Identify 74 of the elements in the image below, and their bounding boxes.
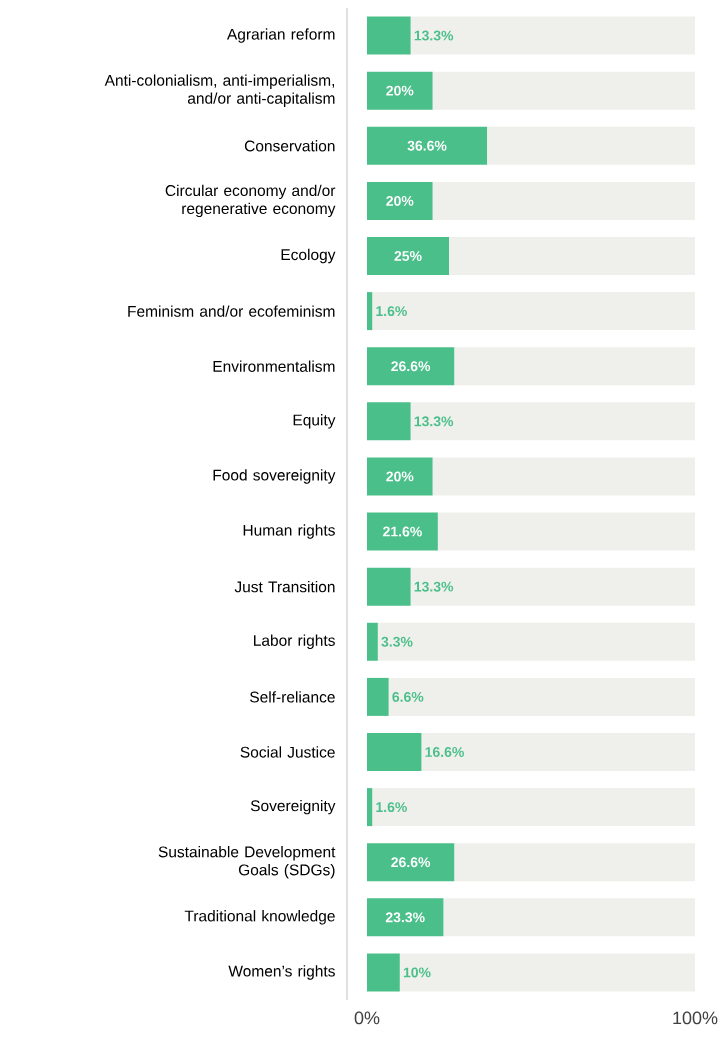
bar: [443, 898, 695, 937]
data-label: 13.3%: [414, 416, 453, 427]
bar: [432, 457, 695, 496]
data-label: 21.6%: [382, 526, 422, 537]
x-tick-label: 100%: [673, 1011, 718, 1025]
data-label: 3.3%: [381, 636, 413, 647]
bar: [454, 843, 695, 882]
x-tick-label: 0%: [354, 1011, 380, 1025]
bar: [377, 622, 695, 661]
y-tick-label: Environmentalism: [213, 360, 335, 372]
y-tick-label: Self-reliance: [249, 691, 335, 703]
bar: [366, 126, 487, 165]
y-tick-label: Women’s rights: [228, 965, 335, 980]
bar: [421, 733, 695, 771]
bar: [366, 16, 411, 55]
data-label: 6.6%: [392, 691, 424, 702]
bar: [437, 512, 695, 551]
bar: [366, 567, 411, 606]
bar: [366, 898, 444, 937]
bar: [366, 622, 378, 661]
data-label: 13.3%: [414, 30, 453, 41]
y-tick-label: Conservation: [244, 140, 335, 152]
data-label: 20%: [386, 195, 414, 206]
data-label: 20%: [386, 85, 414, 96]
y-tick-label: Sustainable Development Goals (SDGs): [158, 846, 336, 879]
data-label: 25%: [394, 251, 422, 261]
bar: [372, 788, 695, 827]
bar: [388, 677, 695, 716]
y-tick-label: Feminism and/or ecofeminism: [128, 305, 335, 317]
y-tick-label: Just Transition: [234, 580, 335, 593]
y-tick-label: Sovereignity: [250, 799, 336, 815]
data-label: 13.3%: [414, 581, 453, 592]
data-label: 26.6%: [391, 361, 430, 372]
bar: [366, 237, 449, 276]
bar: [399, 953, 695, 992]
y-tick-label: Agrarian reform: [226, 28, 335, 43]
bar: [454, 347, 695, 386]
y-tick-label: Circular economy and/or regenerative economy: [165, 184, 336, 218]
data-label: 20%: [386, 471, 414, 482]
bar: [410, 402, 695, 441]
bar: [410, 16, 695, 55]
y-tick-label: Anti-colonialism, anti-imperialism, and/or anti-capitalism: [104, 74, 335, 107]
bar: [410, 567, 695, 606]
data-label: 26.6%: [391, 857, 430, 868]
bar: [366, 457, 433, 496]
bar: [432, 181, 695, 220]
bar: [366, 677, 389, 716]
bar: [366, 512, 438, 551]
bar: [372, 292, 695, 331]
bar: [366, 788, 373, 827]
bar: [366, 181, 433, 220]
bar: [366, 347, 455, 386]
data-label: 1.6%: [376, 802, 407, 813]
data-label: 1.6%: [376, 306, 407, 317]
bar: [366, 733, 422, 771]
y-tick-label: Equity: [293, 414, 336, 429]
y-tick-label: Labor rights: [253, 634, 335, 650]
bar: [366, 292, 373, 331]
bar: [432, 71, 695, 110]
data-label: 36.6%: [407, 140, 447, 151]
y-tick-label: Social Justice: [240, 746, 335, 758]
bar: [366, 843, 455, 882]
y-tick-label: Food sovereignity: [213, 469, 336, 484]
bar: [366, 402, 411, 441]
y-tick-label: Ecology: [281, 248, 336, 264]
data-label: 16.6%: [425, 747, 464, 757]
bar: [448, 237, 695, 276]
bar: [366, 953, 400, 992]
data-label: 10%: [403, 967, 431, 978]
bar: [366, 71, 433, 110]
data-label: 23.3%: [385, 912, 425, 923]
y-tick-label: Human rights: [243, 524, 335, 539]
bar: [486, 126, 695, 165]
y-tick-label: Traditional knowledge: [184, 910, 335, 925]
